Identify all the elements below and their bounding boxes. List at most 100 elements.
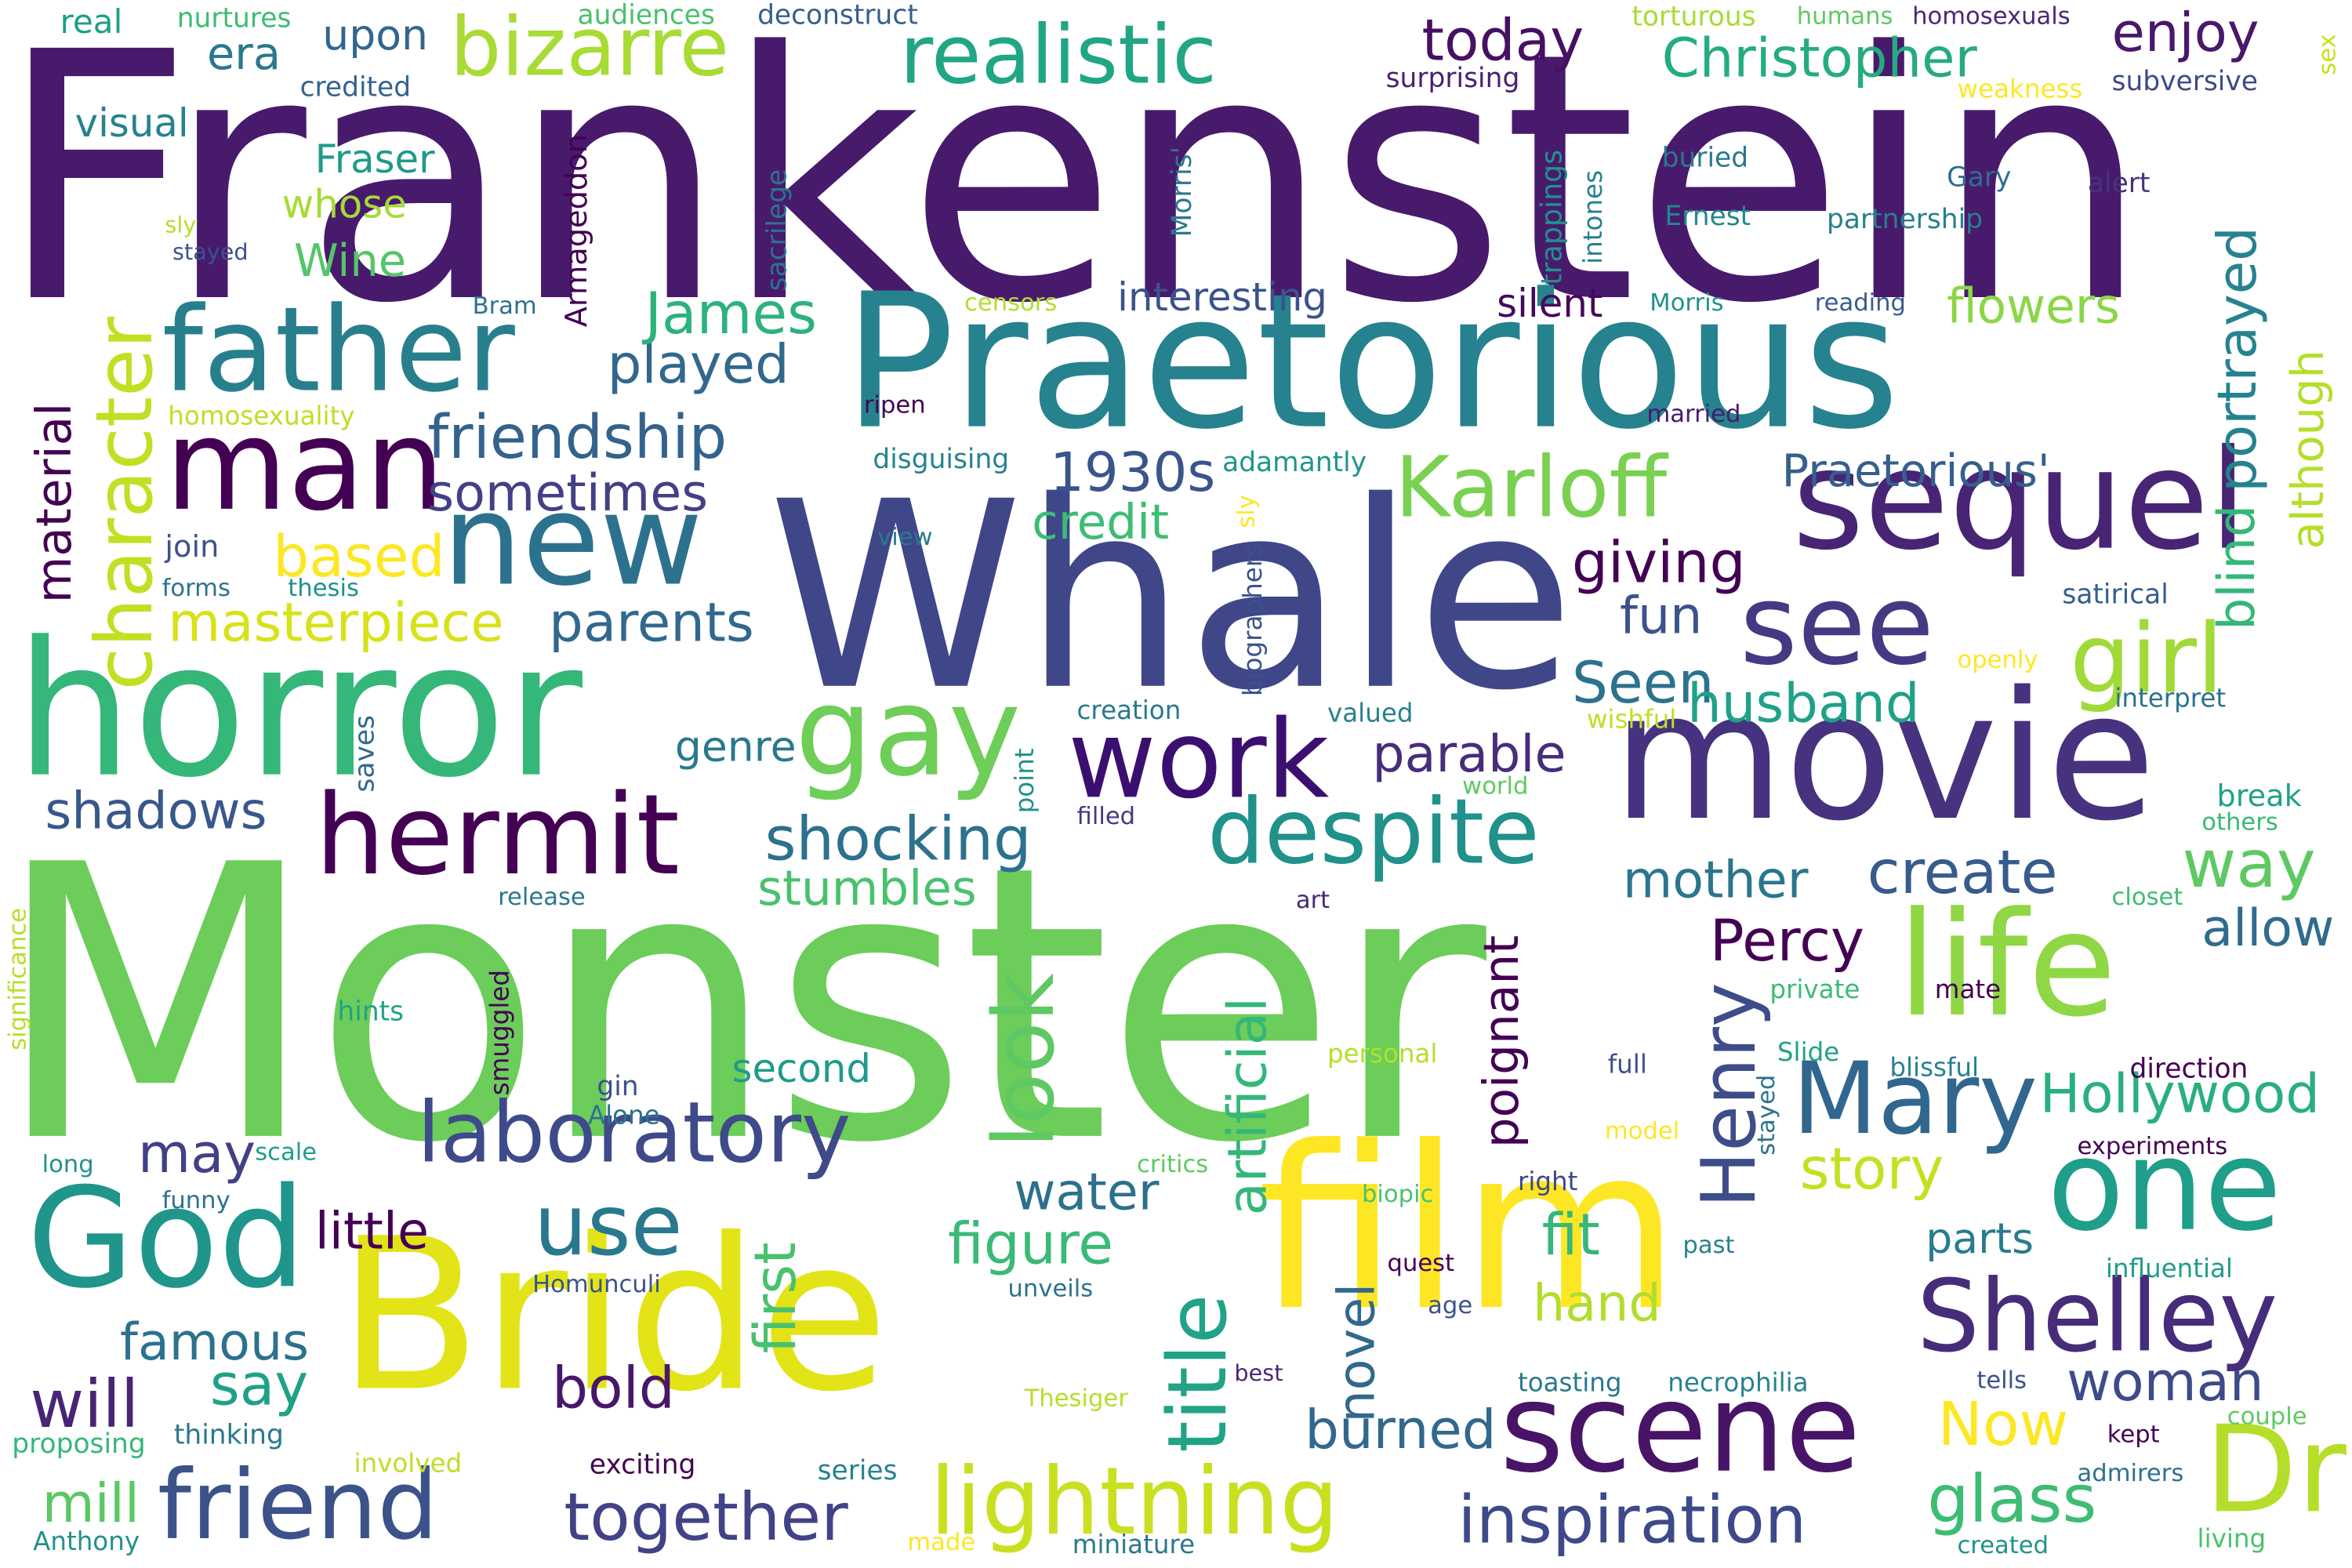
word-bell: sly: [165, 211, 197, 239]
word-creation: creation: [1076, 696, 1181, 727]
word-may: may: [137, 1123, 256, 1186]
word-woman: woman: [2067, 1352, 2264, 1414]
word-slide: Slide: [1777, 1038, 1840, 1069]
word-past: past: [1682, 1230, 1735, 1259]
word-bold: bold: [551, 1355, 675, 1421]
word-shelley: Shelley: [1916, 1258, 2278, 1375]
word-biopic: biopic: [1362, 1179, 1434, 1208]
word-weakness: weakness: [1957, 74, 2083, 105]
word-material: material: [25, 402, 83, 604]
word-bride: Bride: [337, 1194, 889, 1439]
word-influential: influential: [2105, 1254, 2233, 1285]
word-thinking: thinking: [173, 1419, 284, 1451]
word-say: say: [209, 1352, 309, 1418]
word-scale: scale: [255, 1137, 318, 1167]
word-girl: girl: [2069, 604, 2224, 716]
word-interpret: interpret: [2114, 684, 2227, 715]
word-husband: husband: [1687, 673, 1920, 735]
word-long: long: [42, 1149, 94, 1178]
word-whose: whose: [281, 183, 407, 228]
word-movie: movie: [1612, 652, 2156, 860]
word-second: second: [731, 1047, 871, 1093]
word-hermit: hermit: [314, 771, 681, 901]
word-percy: Percy: [1709, 907, 1865, 975]
word-figure: figure: [948, 1210, 1114, 1277]
word-interesting: interesting: [1117, 276, 1327, 321]
word-create: create: [1867, 838, 2058, 908]
word-parable: parable: [1372, 724, 1566, 786]
word-created: created: [1957, 1530, 2049, 1559]
word-model: model: [1604, 1116, 1680, 1145]
word-biographers: biographers: [1239, 543, 1269, 697]
word-wishful: wishful: [1586, 705, 1677, 735]
word-anthony: Anthony: [33, 1527, 140, 1558]
word-friend: friend: [157, 1450, 438, 1563]
word-1930s: 1930s: [1050, 442, 1216, 505]
word-film: film: [1257, 1099, 1681, 1361]
word-bram: Bram: [472, 291, 537, 320]
word-father: father: [162, 283, 515, 419]
word-use: use: [534, 1178, 683, 1276]
word-praetorious: Praetorious: [843, 255, 1900, 471]
word-parts: parts: [1926, 1214, 2034, 1264]
word-proposing: proposing: [12, 1428, 146, 1461]
word-enjoy: enjoy: [2111, 2, 2259, 65]
word-james: James: [644, 280, 817, 347]
word-significance-v: significance: [2, 907, 32, 1051]
word-shocking: shocking: [764, 805, 1032, 875]
word-burned: burned: [1305, 1399, 1497, 1462]
word-sacrilege: sacrilege: [761, 169, 793, 292]
word-others: others: [2201, 807, 2278, 837]
word-sex: sex: [2312, 34, 2342, 75]
word-visual: visual: [74, 102, 189, 147]
word-unveils: unveils: [1007, 1273, 1094, 1303]
word-kept: kept: [2107, 1419, 2160, 1449]
word-hollywood: Hollywood: [2039, 1064, 2320, 1126]
word-married: married: [1646, 399, 1741, 428]
word-subversive: subversive: [2111, 66, 2258, 98]
word-new: new: [442, 466, 703, 614]
word-work: work: [1068, 696, 1330, 822]
word-series: series: [817, 1455, 898, 1487]
word-hand: hand: [1533, 1273, 1661, 1334]
word-private: private: [1769, 975, 1860, 1006]
word-view: view: [877, 522, 933, 551]
word-toasting: toasting: [1517, 1368, 1622, 1399]
word-water: water: [1014, 1163, 1160, 1223]
word-humans: humans: [1796, 1, 1893, 31]
word-look: look: [976, 973, 1074, 1149]
word-artificial: artificial: [1218, 996, 1279, 1216]
word-mill: mill: [42, 1473, 140, 1536]
word-tells: tells: [1976, 1365, 2027, 1395]
word-together: together: [564, 1479, 848, 1556]
word-armageddon: Armageddon: [557, 134, 594, 328]
word-blind: blind: [2207, 504, 2268, 630]
word-gary: Gary: [1947, 162, 2012, 194]
word-now: Now: [1937, 1391, 2069, 1461]
word-point: point: [1011, 748, 1041, 814]
word-fun: fun: [1620, 586, 1703, 647]
word-played: played: [607, 334, 789, 397]
word-buried: buried: [1661, 142, 1749, 175]
word-living: living: [2197, 1524, 2267, 1555]
word-despite: despite: [1207, 780, 1540, 886]
word-morris-apos: Morris': [1167, 146, 1199, 238]
word-poignant: poignant: [1472, 935, 1530, 1149]
word-jar: stayed: [172, 238, 249, 266]
word-quest: quest: [1387, 1248, 1455, 1277]
word-gay: gay: [794, 662, 1022, 804]
word-surprising: surprising: [1385, 63, 1520, 95]
word-homosexuality: homosexuality: [168, 401, 355, 433]
word-mate: mate: [1934, 975, 2002, 1006]
word-alert: alert: [2087, 168, 2151, 200]
word-famous: famous: [120, 1312, 310, 1374]
word-openly: openly: [1957, 645, 2038, 674]
word-art: art: [1295, 885, 1330, 914]
word-parents: parents: [549, 593, 754, 655]
word-adamantly: adamantly: [1222, 447, 1367, 479]
word-sequel: sequel: [1792, 419, 2248, 581]
word-see: see: [1740, 561, 1935, 691]
word-stayed-v: stayed: [1751, 1074, 1780, 1156]
word-trappings: trappings: [1535, 149, 1569, 285]
word-scene: scene: [1500, 1358, 1861, 1501]
